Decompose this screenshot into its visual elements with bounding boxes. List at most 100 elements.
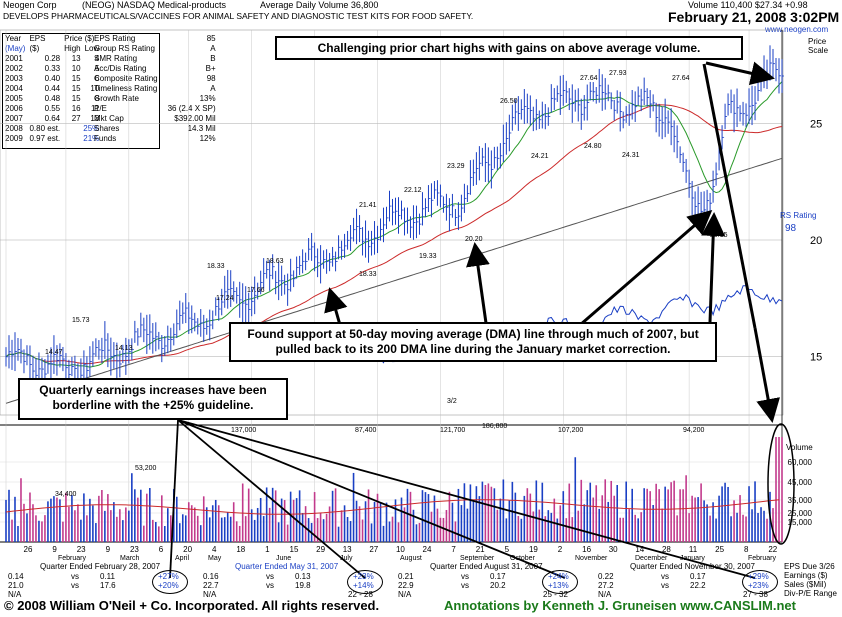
quarter-prior-eps: 0.17: [690, 572, 706, 581]
pct-circle: [152, 570, 188, 594]
quarter-label: Quarter Ended August 31, 2007: [430, 562, 543, 571]
date-tick-label: 9: [52, 545, 57, 554]
fund-cell: 27: [71, 114, 81, 123]
fundamentals-table: Year EPS Price ($) (May) ($) High Low 2001 0.28 1…: [3, 34, 105, 144]
quarter-pointer-line: [169, 419, 179, 579]
rating-row: EPS Rating 85: [92, 34, 218, 44]
price-label: 21.41: [359, 202, 377, 209]
quarter-sales: 22.9: [398, 581, 414, 590]
quarter-vs: vs: [266, 581, 274, 590]
date-tick-label: 22: [768, 545, 777, 554]
month-label: December: [635, 555, 668, 562]
date-tick-label: 26: [24, 545, 33, 554]
arrow-mid-3: [579, 210, 713, 327]
price-panel-frame: [0, 29, 784, 416]
rating-label: SMR Rating: [94, 54, 138, 63]
price-label: 27.93: [609, 70, 627, 77]
fund-cell: 21%: [83, 134, 100, 143]
rating-value: 36 (2.4 X SP): [167, 104, 216, 113]
quarter-vs: vs: [661, 581, 669, 590]
date-tick-label: 15: [290, 545, 299, 554]
rating-row: Funds 12%: [92, 134, 218, 144]
volume-label: 34,400: [55, 491, 77, 498]
quarter-sales: 22.7: [203, 581, 219, 590]
annotation-arrows: [169, 61, 795, 579]
month-label: February: [748, 555, 777, 562]
price-tick-label: 25: [810, 118, 822, 130]
fund-cell: 0.44: [44, 84, 61, 93]
fund-cell: 0.40: [44, 74, 61, 83]
month-label: May: [208, 555, 222, 562]
date-tick-label: 18: [236, 545, 245, 554]
copyright: © 2008 William O'Neil + Co. Incorporated…: [4, 598, 380, 613]
fund-subheader: (May): [5, 44, 26, 53]
chart-labels: 15.73 14.47 14.13 18.33 17.66 17.24 18.63 21.41…: [24, 70, 778, 562]
quarter-prior-sales: 17.6: [100, 581, 116, 590]
quarter-vs: vs: [71, 581, 79, 590]
quarter-pe: N/A: [598, 590, 612, 599]
arrow-mid-2: [466, 242, 490, 324]
quarter-pe-range: 27 - 38: [743, 590, 768, 599]
month-label: November: [575, 555, 608, 562]
rating-value: 14.3 Mil: [187, 124, 216, 133]
fund-cell: 15: [71, 84, 81, 93]
price-label: 15.73: [72, 317, 90, 324]
date-tick-label: 11: [689, 545, 698, 554]
fund-row: 2005 0.48 15 8: [3, 94, 105, 104]
fund-cell: 25%: [83, 124, 100, 133]
quarter-eps: 0.16: [203, 572, 219, 581]
quarter-sales: 21.0: [8, 581, 24, 590]
quarter-prior-eps: 0.13: [295, 572, 311, 581]
volume-tick-label: 35,000: [788, 496, 813, 505]
pct-circle: [542, 570, 578, 594]
fund-cell: 2004: [5, 84, 23, 93]
month-label: August: [400, 555, 422, 562]
price-label: 19.33: [419, 253, 437, 260]
rating-value: 98: [206, 74, 216, 83]
quarter-prior-eps: 0.17: [490, 572, 506, 581]
quarter-pointer-line: [177, 419, 756, 579]
fund-cell: 2008: [5, 124, 23, 133]
arrow-top-volume: [753, 327, 780, 423]
volume-label: 186,800: [482, 423, 507, 430]
fund-subheader: Low: [84, 44, 100, 53]
date-tick-label: 14: [635, 545, 644, 554]
month-label: June: [276, 555, 291, 562]
quarter-vs: vs: [266, 572, 274, 581]
rating-label: Shares: [94, 124, 120, 133]
date-tick-label: 13: [343, 545, 352, 554]
rating-value: B: [210, 54, 216, 63]
date-tick-label: 1: [265, 545, 270, 554]
quarter-eps: 0.22: [598, 572, 614, 581]
legend-right-item: EPS Due 3/26: [784, 562, 835, 571]
fund-cell: 0.48: [44, 94, 61, 103]
rating-value: A: [210, 44, 216, 53]
date-tick-label: 30: [609, 545, 618, 554]
date-tick-label: 25: [715, 545, 724, 554]
rating-value: B+: [205, 64, 216, 73]
rating-label: EPS Rating: [94, 34, 136, 43]
fund-cell: 10: [71, 64, 81, 73]
fund-cell: 2009: [5, 134, 23, 143]
fund-cell: 2005: [5, 94, 23, 103]
avg-volume: Average Daily Volume 36,800: [260, 0, 379, 10]
price-label: 24.21: [531, 153, 549, 160]
date-tick-label: 29: [316, 545, 325, 554]
arrow-top-right: [705, 61, 775, 86]
rating-value: 12%: [199, 134, 216, 143]
fund-cell: 0.97 est.: [29, 134, 61, 143]
quarter-pe-range: 25 - 32: [543, 590, 568, 599]
date-tick-label: 23: [130, 545, 139, 554]
price-label: 23.29: [447, 163, 465, 170]
fund-cell: 2001: [5, 54, 23, 63]
fund-subheader: ($): [29, 44, 40, 53]
quarter-sales: 27.2: [598, 581, 614, 590]
month-label: April: [175, 555, 189, 562]
rating-label: Timeliness Rating: [94, 84, 158, 93]
date-tick-label: 19: [529, 545, 538, 554]
fund-cell: 2006: [5, 104, 23, 113]
date-tick-label: 16: [582, 545, 591, 554]
month-label: February: [58, 555, 87, 562]
volume-label: 107,200: [558, 427, 583, 434]
